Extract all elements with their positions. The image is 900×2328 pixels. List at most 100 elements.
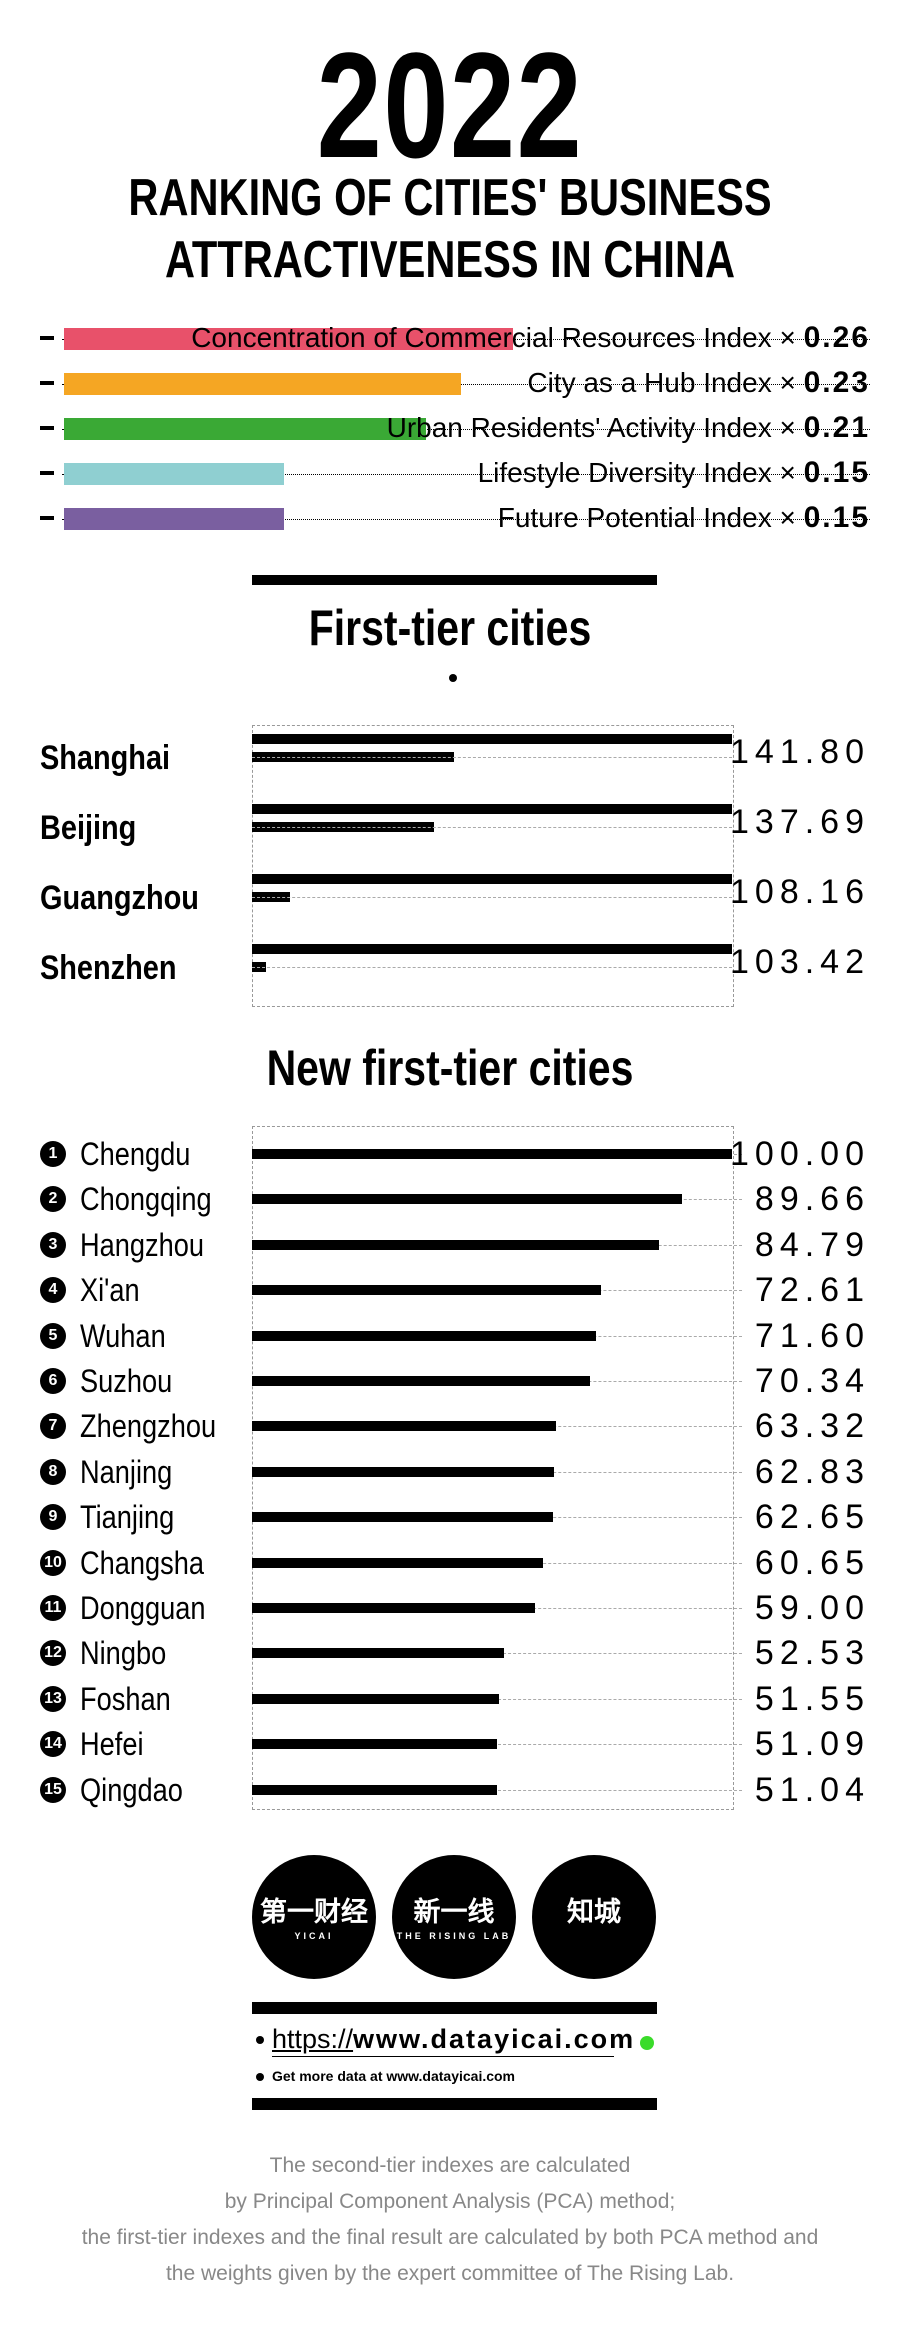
yicai-logo-sub: YICAI: [294, 1931, 334, 1941]
bar: [252, 1603, 535, 1613]
value-label: 51.04: [754, 1771, 870, 1809]
value-label: 89.66: [754, 1180, 870, 1218]
city-label: Shenzhen: [40, 949, 177, 987]
legend-bar: [64, 373, 461, 395]
city-label: Chengdu: [80, 1136, 191, 1172]
value-label: 52.53: [754, 1634, 870, 1672]
bar: [252, 1240, 659, 1250]
bar-guide: [252, 897, 732, 898]
bullet-dot: [256, 2036, 264, 2044]
value-label: 70.34: [754, 1362, 870, 1400]
legend-label: Concentration of Commercial Resources In…: [191, 322, 796, 353]
legend-text: Lifestyle Diversity Index × 0.15: [474, 457, 870, 489]
city-label: Dongguan: [80, 1590, 206, 1626]
legend-bar: [64, 508, 284, 530]
green-dot-icon: [640, 2036, 654, 2050]
legend-bar: [64, 328, 513, 350]
legend-leader: [62, 474, 870, 475]
bar: [252, 1467, 554, 1477]
legend-bar: [64, 418, 426, 440]
bar: [252, 804, 732, 814]
value-label: 84.79: [754, 1226, 870, 1264]
value-label: 103.42: [730, 943, 870, 981]
link-underline: [272, 2056, 614, 2057]
legend-tick: [40, 516, 54, 520]
legend-leader: [62, 519, 870, 520]
city-label: Hangzhou: [80, 1227, 205, 1263]
legend-tick: [40, 426, 54, 430]
rank-badge: 5: [40, 1323, 66, 1349]
rising-lab-logo: 新一线 THE RISING LAB: [392, 1855, 516, 1979]
legend-label: Lifestyle Diversity Index ×: [477, 457, 796, 488]
yicai-logo-text: 第一财经: [260, 1897, 368, 1927]
website-link[interactable]: https://www.datayicai.com: [272, 2022, 635, 2056]
rising-lab-logo-sub: THE RISING LAB: [396, 1931, 512, 1941]
value-label: 100.00: [730, 1135, 870, 1173]
bar-guide: [252, 757, 732, 758]
rank-badge: 6: [40, 1368, 66, 1394]
legend-bar: [64, 463, 284, 485]
legend-label: Urban Residents' Activity Index ×: [386, 412, 796, 443]
bar-guide: [252, 967, 732, 968]
bar: [252, 1376, 590, 1386]
year-heading: 2022: [316, 21, 584, 189]
value-label: 60.65: [754, 1544, 870, 1582]
rank-badge: 15: [40, 1777, 66, 1803]
value-label: 137.69: [730, 803, 870, 841]
value-label: 51.55: [754, 1680, 870, 1718]
rank-badge: 9: [40, 1504, 66, 1530]
zhicheng-logo-text: 知城: [567, 1897, 621, 1927]
first-tier-title: First-tier cities: [308, 600, 592, 656]
rank-badge: 10: [40, 1550, 66, 1576]
city-label: Suzhou: [80, 1363, 173, 1399]
legend-weight: 0.21: [803, 411, 870, 444]
url-domain: www.datayicai.com: [353, 2024, 636, 2054]
city-label: Tianjing: [80, 1499, 175, 1535]
legend-weight: 0.23: [803, 366, 870, 399]
bar: [252, 1149, 732, 1159]
city-label: Zhengzhou: [80, 1408, 217, 1444]
city-label: Qingdao: [80, 1772, 183, 1808]
value-label: 51.09: [754, 1725, 870, 1763]
rank-badge: 14: [40, 1731, 66, 1757]
city-label: Ningbo: [80, 1635, 167, 1671]
value-label: 72.61: [754, 1271, 870, 1309]
rank-badge: 3: [40, 1232, 66, 1258]
rank-badge: 11: [40, 1595, 66, 1621]
footnote-line-3: the first-tier indexes and the final res…: [81, 2226, 819, 2249]
footnote-line-1: The second-tier indexes are calculated: [269, 2154, 631, 2177]
legend-weight: 0.15: [803, 456, 870, 489]
new-first-tier-title: New first-tier cities: [266, 1040, 634, 1096]
bar-guide: [252, 1744, 742, 1745]
url-prefix: https://: [272, 2024, 354, 2054]
legend-row: Lifestyle Diversity Index × 0.15: [40, 457, 870, 489]
more-data-text: Get more data at www.datayicai.com: [272, 2068, 516, 2084]
value-label: 141.80: [730, 733, 870, 771]
city-label: Shanghai: [40, 739, 171, 777]
legend-text: Future Potential Index × 0.15: [494, 502, 870, 534]
section-dot: [449, 674, 457, 682]
value-label: 62.83: [754, 1453, 870, 1491]
value-label: 71.60: [754, 1317, 870, 1355]
legend-tick: [40, 336, 54, 340]
rank-badge: 4: [40, 1277, 66, 1303]
bar: [252, 1512, 553, 1522]
city-label: Wuhan: [80, 1318, 166, 1354]
value-label: 62.65: [754, 1498, 870, 1536]
city-label: Chongqing: [80, 1181, 212, 1217]
bar: [252, 1739, 497, 1749]
rank-badge: 12: [40, 1640, 66, 1666]
bar: [252, 1331, 596, 1341]
rising-lab-logo-text: 新一线: [413, 1897, 495, 1927]
title-line-2: ATTRACTIVENESS IN CHINA: [164, 231, 736, 289]
title-line-1: RANKING OF CITIES' BUSINESS: [128, 169, 772, 227]
rank-badge: 2: [40, 1186, 66, 1212]
legend-row: City as a Hub Index × 0.23: [40, 367, 870, 399]
bar: [252, 944, 732, 954]
bar-guide: [252, 827, 732, 828]
footnote-line-2: by Principal Component Analysis (PCA) me…: [224, 2190, 676, 2213]
bar: [252, 1285, 601, 1295]
bar-guide: [252, 1790, 742, 1791]
rank-badge: 7: [40, 1413, 66, 1439]
legend-text: City as a Hub Index × 0.23: [523, 367, 870, 399]
